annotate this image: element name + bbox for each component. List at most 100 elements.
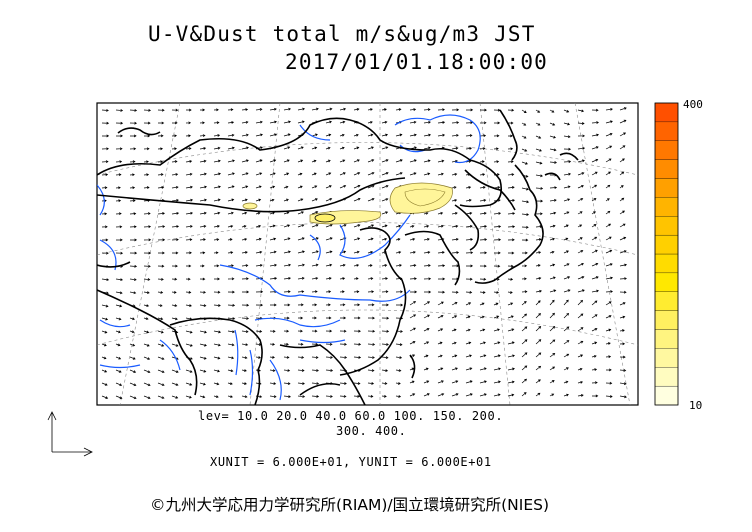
wind-arrow <box>129 395 137 400</box>
wind-arrow <box>577 134 586 138</box>
wind-arrow <box>199 121 205 125</box>
contour-levels-cont: 300. 400. <box>336 424 407 438</box>
wind-arrow <box>535 339 542 345</box>
wind-arrow <box>367 356 375 359</box>
wind-arrow <box>507 290 513 294</box>
wind-arrow <box>521 238 529 242</box>
wind-arrow <box>549 198 557 202</box>
wind-arrow <box>493 225 502 228</box>
wind-arrow <box>199 159 207 163</box>
wind-arrow <box>311 342 319 346</box>
wind-arrow <box>367 171 375 176</box>
wind-arrow <box>549 250 555 254</box>
wind-arrow <box>311 211 319 215</box>
wind-arrow <box>507 302 514 306</box>
wind-arrow <box>619 329 625 332</box>
wind-arrow <box>381 184 389 189</box>
wind-arrow <box>507 354 515 358</box>
wind-arrow <box>465 328 471 332</box>
wind-arrow <box>339 355 348 359</box>
wind-arrow <box>479 198 487 202</box>
wind-arrow <box>577 367 583 371</box>
wind-arrow <box>283 303 291 307</box>
wind-arrow <box>241 303 250 307</box>
wind-arrow <box>157 277 164 281</box>
wind-arrow <box>101 343 107 347</box>
wind-arrow <box>507 341 515 345</box>
wind-arrow <box>269 250 277 254</box>
wind-arrow <box>563 160 572 164</box>
wind-arrow <box>381 237 388 241</box>
wind-arrow <box>605 171 611 176</box>
wind-arrow <box>535 300 541 306</box>
wind-arrow <box>535 135 542 139</box>
wind-arrow <box>143 225 152 229</box>
wind-arrow <box>199 251 206 255</box>
wind-arrow <box>227 356 235 360</box>
wind-arrow <box>605 132 613 137</box>
wind-arrow <box>227 108 234 112</box>
wind-arrow <box>297 382 305 385</box>
wind-arrow <box>241 198 248 202</box>
wind-arrow <box>479 277 487 281</box>
wind-arrow <box>535 313 541 319</box>
wind-arrow <box>269 237 277 241</box>
wind-arrow <box>619 277 627 281</box>
wind-arrow <box>143 343 150 347</box>
wind-arrow <box>367 329 376 333</box>
wind-arrow <box>479 354 487 358</box>
wind-arrow <box>269 107 277 111</box>
wind-arrow <box>409 290 418 294</box>
wind-arrow <box>465 367 473 371</box>
wind-arrow <box>479 328 486 332</box>
wind-arrow <box>241 159 249 163</box>
wind-arrow <box>101 395 109 399</box>
wind-arrow <box>563 185 571 189</box>
wind-arrow <box>255 290 264 294</box>
wind-arrow <box>297 224 305 228</box>
wind-arrow <box>605 381 613 385</box>
wind-arrow <box>297 198 304 202</box>
wind-arrow <box>339 263 346 267</box>
colorbar-swatch <box>654 140 679 160</box>
wind-arrow <box>367 159 375 163</box>
wind-arrow <box>185 264 192 268</box>
wind-arrow <box>437 290 446 294</box>
wind-arrow <box>339 277 346 280</box>
wind-arrow <box>241 237 248 241</box>
wind-arrow <box>185 172 193 176</box>
wind-arrow <box>507 108 515 112</box>
wind-arrow <box>409 120 417 124</box>
wind-arrow <box>241 251 248 254</box>
wind-arrow <box>185 134 191 138</box>
wind-arrow <box>493 367 501 371</box>
wind-arrow <box>591 394 599 398</box>
wind-arrow <box>115 173 122 177</box>
wind-arrow <box>619 368 627 372</box>
wind-arrow <box>129 330 135 334</box>
wind-arrow <box>577 276 585 280</box>
wind-arrow <box>325 329 333 333</box>
wind-arrow <box>437 328 444 332</box>
wind-arrow <box>507 393 515 397</box>
wind-arrow <box>381 394 387 398</box>
wind-arrow <box>325 355 333 359</box>
wind-arrow <box>339 382 347 385</box>
wind-arrow <box>367 264 373 267</box>
colorbar-max-label: 400 <box>683 98 703 111</box>
wind-arrow <box>269 224 276 228</box>
wind-arrow <box>493 380 501 384</box>
wind-arrow <box>451 237 459 241</box>
map-frame <box>96 102 639 406</box>
wind-arrow <box>269 355 275 359</box>
wind-arrow <box>423 393 430 397</box>
wind-arrow <box>577 250 584 254</box>
wind-arrow <box>549 122 556 126</box>
wind-arrow <box>465 380 473 384</box>
wind-arrow <box>563 135 571 139</box>
wind-arrow <box>521 109 527 114</box>
wind-arrow <box>115 278 124 282</box>
wind-arrow <box>493 238 502 242</box>
wind-arrow <box>311 172 317 176</box>
wind-arrow <box>269 172 276 176</box>
